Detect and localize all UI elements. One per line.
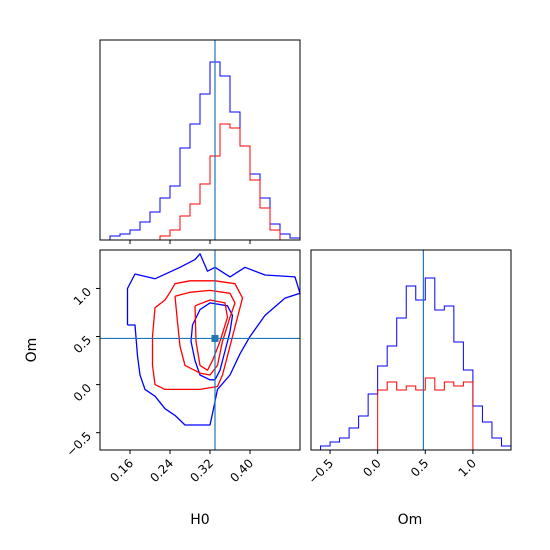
contour-series-1-level-0 bbox=[151, 280, 244, 391]
h0-hist-series-1 bbox=[100, 123, 300, 241]
contour-series-1-level-2 bbox=[194, 299, 229, 371]
h0-hist-series-0 bbox=[100, 61, 301, 241]
h0-marginal-frame bbox=[99, 39, 301, 241]
joint-x-tick-label-0: 0.16 bbox=[107, 456, 136, 485]
contour-series-0-level-1 bbox=[190, 302, 234, 381]
y-axis-label-om: Om bbox=[24, 338, 40, 363]
contour-series-0-level-0 bbox=[126, 253, 300, 426]
om-x-tick-label-3: 1.0 bbox=[456, 456, 479, 479]
joint-frame bbox=[99, 249, 301, 451]
h0-marginal-panel bbox=[99, 39, 301, 244]
joint-x-tick-label-2: 0.32 bbox=[187, 456, 216, 485]
joint-y-tick-label-3: 1.0 bbox=[71, 285, 94, 308]
joint-x-tick-label-1: 0.24 bbox=[147, 456, 176, 485]
om-hist-series-1 bbox=[311, 377, 511, 451]
joint-x-tick-label-3: 0.40 bbox=[227, 456, 256, 485]
h0-om-joint-panel: 0.16 0.24 0.32 0.40 −0.5 0.0 0.5 1.0 bbox=[64, 249, 301, 485]
om-x-tick-label-0: −0.5 bbox=[306, 456, 337, 487]
joint-truth-marker bbox=[211, 334, 219, 342]
joint-y-tick-label-0: −0.5 bbox=[64, 429, 95, 460]
joint-y-tick-label-2: 0.5 bbox=[71, 333, 94, 356]
om-hist-series-0 bbox=[311, 277, 512, 451]
om-x-tick-label-1: 0.0 bbox=[360, 456, 383, 479]
om-marginal-frame bbox=[310, 249, 512, 451]
om-x-tick-label-2: 0.5 bbox=[408, 456, 431, 479]
om-marginal-panel: −0.5 0.0 0.5 1.0 bbox=[306, 249, 512, 487]
x-axis-label-h0: H0 bbox=[190, 512, 209, 528]
contour-series-1-level-1 bbox=[174, 289, 236, 376]
x-axis-label-om: Om bbox=[398, 512, 423, 528]
joint-y-tick-label-1: 0.0 bbox=[71, 381, 94, 404]
joint-contours bbox=[126, 253, 300, 426]
